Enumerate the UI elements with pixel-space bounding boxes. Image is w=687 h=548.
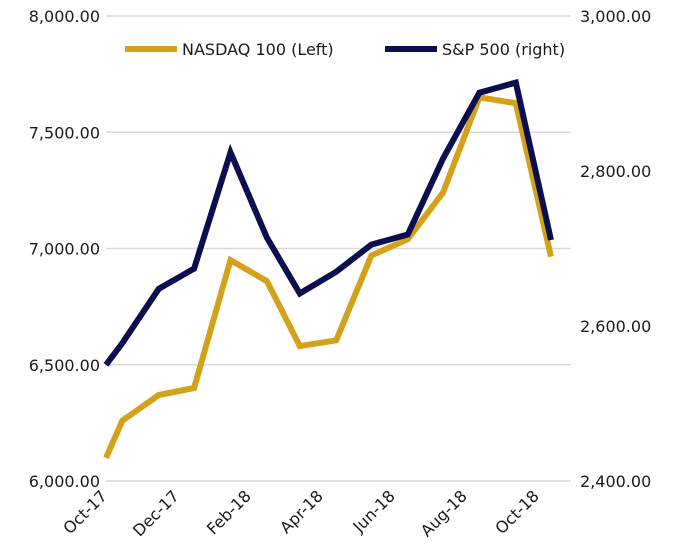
left-axis-ticks: 6,000.00 6,500.00 7,000.00 7,500.00 8,000.00 <box>29 7 100 491</box>
legend-label-sp500: S&P 500 (right) <box>442 40 565 59</box>
legend: NASDAQ 100 (Left) S&P 500 (right) <box>125 40 565 59</box>
left-tick-label: 7,000.00 <box>29 240 100 259</box>
x-tick-label: Oct-18 <box>491 486 542 537</box>
series-line-sp500 <box>103 78 554 367</box>
right-tick-label: 2,400.00 <box>580 472 651 491</box>
x-tick-label: Jun-18 <box>349 486 399 536</box>
x-tick-label: Apr-18 <box>276 486 327 537</box>
left-tick-label: 7,500.00 <box>29 123 100 142</box>
x-tick-label: Aug-18 <box>417 486 471 540</box>
gridlines <box>106 15 571 482</box>
x-tick-label: Feb-18 <box>203 486 255 538</box>
left-tick-label: 6,500.00 <box>29 356 100 375</box>
x-axis-ticks: Oct-17 Dec-17 Feb-18 Apr-18 Jun-18 Aug-18 Oct-… <box>59 486 542 540</box>
series-lines <box>103 78 554 460</box>
right-tick-label: 3,000.00 <box>580 7 651 26</box>
right-tick-label: 2,600.00 <box>580 317 651 336</box>
right-tick-label: 2,800.00 <box>580 162 651 181</box>
series-line-nasdaq <box>103 94 554 460</box>
left-tick-label: 6,000.00 <box>29 472 100 491</box>
legend-label-nasdaq: NASDAQ 100 (Left) <box>182 40 334 59</box>
left-tick-label: 8,000.00 <box>29 7 100 26</box>
x-tick-label: Oct-17 <box>59 486 110 537</box>
right-axis-ticks: 2,400.00 2,600.00 2,800.00 3,000.00 <box>580 7 651 491</box>
x-tick-label: Dec-17 <box>129 486 183 540</box>
